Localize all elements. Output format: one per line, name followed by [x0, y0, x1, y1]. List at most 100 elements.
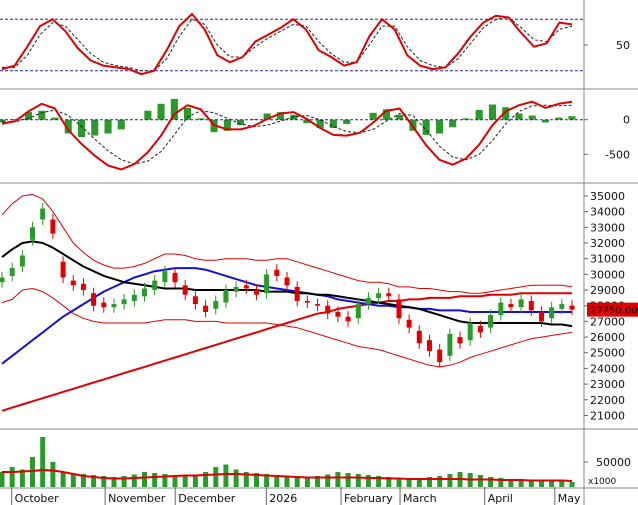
candle-body: [457, 337, 463, 344]
x-axis-label: May: [558, 492, 581, 505]
volume-bar: [345, 473, 351, 487]
candle-body: [243, 285, 249, 289]
stoch-main-line: [1, 13, 573, 76]
volume-bar: [192, 474, 198, 487]
volume-bar: [365, 475, 371, 487]
macd-histogram-bar: [568, 116, 576, 120]
macd-histogram-bar: [64, 119, 72, 134]
candle-body: [213, 301, 219, 309]
candle-body: [294, 286, 300, 301]
volume-bar: [162, 474, 168, 487]
candle-body: [284, 277, 290, 286]
macd-histogram-bar: [422, 119, 430, 135]
candle-body: [539, 312, 544, 322]
volume-bar: [406, 479, 412, 487]
macd-histogram-bar: [51, 117, 59, 120]
candle-body: [30, 227, 35, 240]
macd-histogram-bar: [263, 113, 271, 120]
y-tick-label: 50000: [596, 456, 631, 469]
x-axis-label: April: [488, 492, 513, 505]
volume-bar: [264, 474, 270, 487]
volume-bar: [274, 475, 280, 487]
candle-body: [274, 269, 280, 276]
macd-histogram-bar: [117, 119, 125, 130]
volume-bar: [121, 476, 127, 487]
candle-body: [101, 302, 107, 308]
volume-bar: [203, 472, 209, 487]
macd-histogram-bar: [104, 119, 112, 134]
volume-bar: [528, 480, 534, 487]
candle-body: [376, 293, 382, 298]
candle-body: [233, 286, 239, 292]
y-tick-label: 24000: [590, 362, 625, 375]
volume-bar: [304, 478, 310, 487]
candle-body: [223, 290, 229, 303]
y-tick-label: 25000: [590, 347, 625, 360]
volume-bar: [549, 481, 555, 487]
volume-bar: [131, 474, 137, 487]
candle-body: [50, 219, 56, 234]
macd-histogram-bar: [223, 119, 231, 131]
macd-histogram-bar: [382, 109, 390, 120]
candle-body: [60, 261, 66, 278]
candle-body: [498, 302, 504, 316]
candle-body: [355, 304, 361, 319]
candle-body: [40, 208, 46, 220]
volume-bar: [19, 469, 25, 487]
macd-histogram-bar: [515, 113, 523, 120]
y-tick-label: 21000: [590, 409, 625, 422]
candle-body: [70, 280, 76, 286]
volume-bar: [355, 474, 361, 487]
candle-body: [488, 315, 494, 328]
macd-histogram-bar: [316, 119, 324, 128]
volume-bar: [294, 477, 300, 487]
candle-body: [162, 271, 168, 283]
y-tick-label: 23000: [590, 378, 625, 391]
moving-average-red: [1, 292, 572, 412]
x-axis-label: December: [178, 492, 236, 505]
y-tick-label: 32000: [590, 237, 625, 250]
macd-histogram-bar: [38, 110, 46, 120]
volume-bar: [70, 473, 76, 487]
y-tick-label: 50: [616, 39, 630, 52]
y-tick-label: 27000: [590, 315, 625, 328]
macd-histogram-bar: [502, 107, 510, 120]
macd-histogram-bar: [369, 112, 377, 120]
volume-bar: [447, 474, 453, 487]
macd-histogram-bar: [250, 119, 258, 120]
macd-histogram-bar: [475, 110, 483, 120]
volume-bar: [233, 469, 239, 487]
x-axis-label: October: [15, 492, 59, 505]
macd-histogram-bar: [197, 118, 205, 120]
candle-body: [559, 304, 565, 309]
candle-body: [254, 290, 259, 295]
volume-bar: [50, 462, 56, 487]
macd-signal-line: [2, 104, 573, 165]
x-axis-label: February: [344, 492, 393, 505]
candle-body: [447, 333, 453, 356]
y-tick-label: 31000: [590, 253, 625, 266]
volume-bar: [488, 477, 494, 487]
candle-body: [386, 293, 392, 297]
bollinger-lower-band: [1, 288, 573, 368]
volume-bar: [539, 480, 544, 487]
volume-bar: [284, 476, 290, 487]
volume-bar: [335, 472, 341, 487]
bollinger-upper-band: [1, 193, 573, 294]
candle-body: [508, 304, 514, 308]
volume-bar: [40, 437, 46, 487]
volume-bar: [213, 467, 219, 487]
candle-body: [121, 299, 127, 305]
candle-body: [131, 294, 137, 301]
candle-body: [264, 274, 270, 294]
candle-body: [416, 330, 422, 344]
volume-bar: [386, 477, 392, 487]
macd-histogram-bar: [157, 103, 165, 120]
volume-bar: [60, 472, 66, 487]
volume-bar: [396, 478, 402, 487]
macd-histogram-bar: [237, 119, 245, 126]
y-tick-label: -500: [605, 148, 630, 161]
last-price-tag: [587, 302, 638, 317]
